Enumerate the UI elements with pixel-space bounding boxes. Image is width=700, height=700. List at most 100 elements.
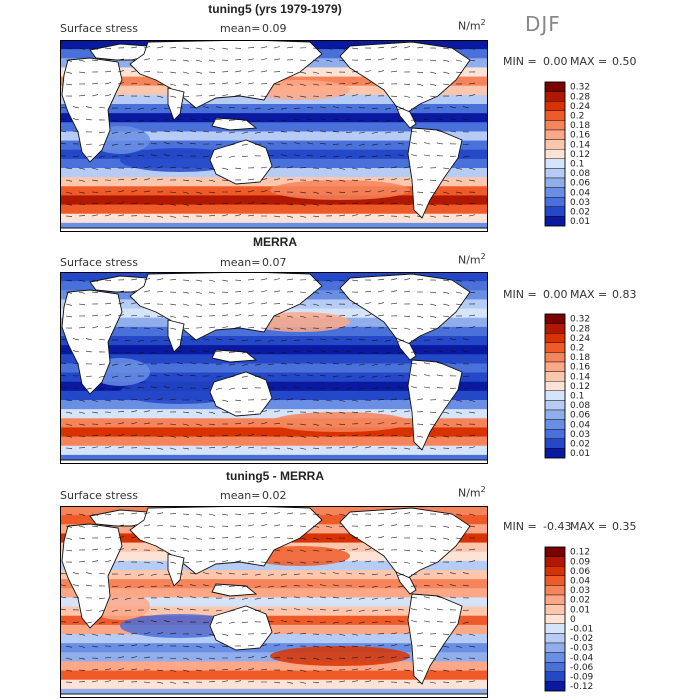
continent-outline (407, 359, 463, 451)
colorbar-tick-label: -0.04 (570, 653, 594, 663)
colorbar: 0.320.280.240.20.180.160.140.120.10.080.… (544, 81, 590, 227)
colorbar-tick-label: 0.12 (570, 382, 590, 392)
continent-outline (61, 57, 123, 163)
colorbar-swatch (544, 438, 566, 449)
mean-value: 0.02 (262, 489, 287, 502)
units-superscript: 2 (480, 18, 486, 27)
stress-map (60, 506, 488, 698)
colorbar-swatch (544, 187, 566, 198)
colorbar-tick-label: 0.28 (570, 92, 590, 102)
colorbar-tick-label: 0.24 (570, 102, 590, 112)
colorbar-swatch (544, 148, 566, 159)
colorbar-tick-label: 0.14 (570, 140, 590, 150)
stress-vectors (60, 46, 476, 218)
field-band (60, 336, 488, 346)
field-band (60, 670, 488, 681)
continent-outline (209, 371, 273, 417)
continent-outline (395, 571, 417, 595)
colorbar-swatch (544, 671, 566, 682)
colorbar-tick-label: 0.2 (570, 111, 584, 121)
colorbar-swatch (544, 623, 566, 634)
units-superscript: 2 (480, 252, 486, 261)
colorbar: 0.320.280.240.20.180.160.140.120.10.080.… (544, 313, 590, 459)
field-band (60, 400, 488, 410)
colorbar-swatch (544, 158, 566, 169)
field-band (60, 570, 488, 580)
field-band (60, 131, 488, 142)
colorbar-swatch (544, 633, 566, 644)
colorbar-swatch (544, 448, 566, 459)
continent-outline (407, 127, 463, 219)
season-label: DJF (525, 12, 561, 36)
field-band (60, 624, 488, 635)
units-label: N/m2 (458, 485, 486, 500)
colorbar-tick-label: 0.01 (570, 605, 590, 615)
units-label: N/m2 (458, 18, 486, 33)
map-frame (60, 272, 488, 464)
colorbar-tick-label: 0.02 (570, 439, 590, 449)
stress-vectors (60, 512, 476, 684)
colorbar-swatch (544, 594, 566, 605)
field-band (60, 140, 488, 151)
colorbar-tick-label: 0.04 (570, 576, 590, 586)
colorbar-swatch (544, 642, 566, 653)
colorbar-tick-label: 0.32 (570, 83, 590, 93)
colorbar-swatch (544, 216, 566, 227)
colorbar-tick-label: 0.16 (570, 363, 590, 373)
colorbar-swatch (544, 120, 566, 131)
continent-outline (61, 523, 123, 629)
colorbar-swatch (544, 139, 566, 150)
field-band (60, 454, 488, 464)
field-blob (250, 80, 350, 100)
colorbar-swatch (544, 428, 566, 439)
colorbar-tick-label: 0.2 (570, 343, 584, 353)
field-blob (250, 312, 350, 332)
field-band (60, 213, 488, 224)
field-band (60, 326, 488, 337)
colorbar-tick-label: 0.32 (570, 315, 590, 325)
field-blob (120, 614, 240, 638)
map-frame (60, 506, 488, 698)
colorbar-swatch (544, 604, 566, 615)
panel-title: tuning5 (yrs 1979-1979) (208, 2, 342, 16)
field-band (60, 104, 488, 114)
colorbar-frame (544, 546, 566, 692)
min-value: -0.43 (543, 520, 572, 533)
field-band (60, 149, 488, 160)
min-label: MIN = (503, 55, 537, 68)
colorbar-tick-label: 0.03 (570, 586, 590, 596)
colorbar-tick-label: 0 (570, 615, 576, 625)
colorbar-swatch (544, 110, 566, 121)
field-band (60, 615, 488, 626)
colorbar-tick-label: 0.09 (570, 557, 590, 567)
continent-outline (167, 87, 185, 121)
max-label: MAX = (570, 520, 608, 533)
mean-label: mean= (220, 256, 261, 269)
colorbar-swatch (544, 575, 566, 586)
colorbar-tick-label: 0.14 (570, 372, 590, 382)
field-band (60, 597, 488, 608)
field-band (60, 122, 488, 133)
field-blob (270, 646, 410, 666)
panel-title: MERRA (253, 235, 297, 249)
map-frame (60, 40, 488, 232)
colorbar-swatch (544, 400, 566, 411)
colorbar-tick-label: 0.1 (570, 391, 584, 401)
continent-outline (395, 105, 417, 129)
colorbar-tick-label: 0.02 (570, 207, 590, 217)
colorbar-swatch (544, 566, 566, 577)
max-value: 0.83 (612, 288, 637, 301)
field-band (60, 222, 488, 232)
max-value: 0.35 (612, 520, 637, 533)
colorbar-swatch (544, 409, 566, 420)
colorbar-tick-label: -0.02 (570, 634, 593, 644)
colorbar-tick-label: -0.12 (570, 682, 593, 692)
colorbar-swatch (544, 333, 566, 344)
field-band (60, 643, 488, 653)
colorbar-swatch (544, 81, 566, 92)
colorbar-swatch (544, 91, 566, 102)
colorbar-swatch (544, 177, 566, 188)
colorbar-tick-label: 0.06 (570, 567, 590, 577)
colorbar-tick-label: 0.08 (570, 169, 590, 179)
colorbar-swatch (544, 613, 566, 624)
